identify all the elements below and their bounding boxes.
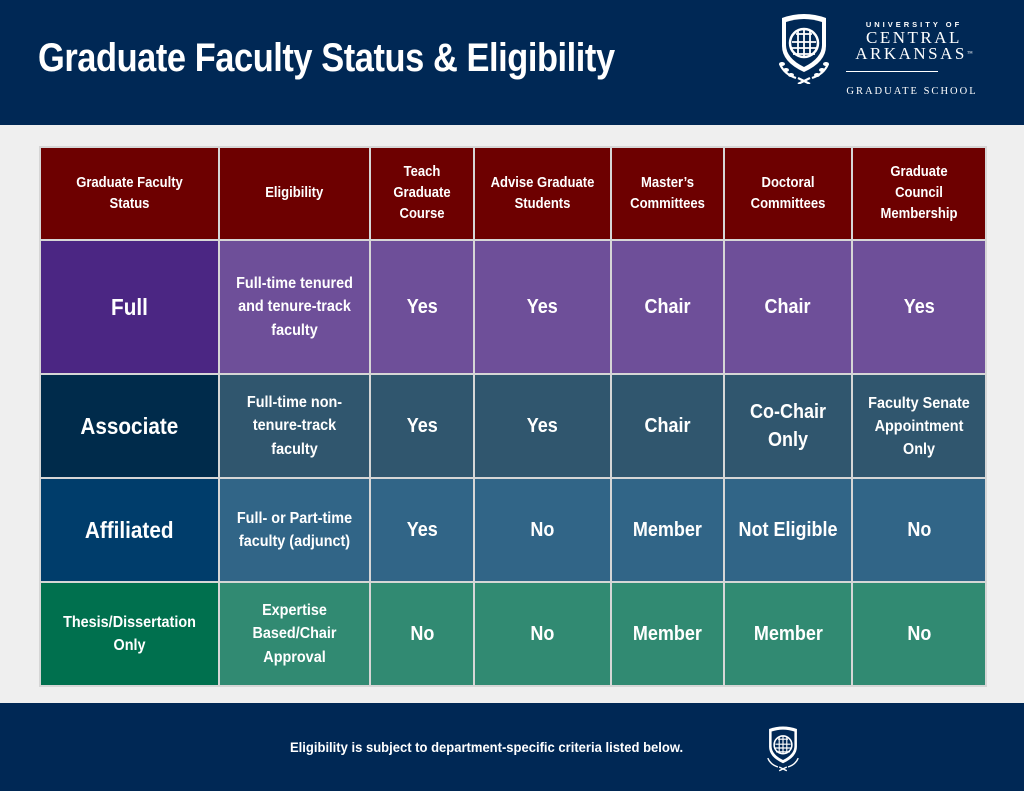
masters-value: Member xyxy=(632,519,703,541)
table-row-affiliated: Affiliated Full- or Part-time faculty (a… xyxy=(39,477,987,583)
eligibility-text: Full-time tenured and tenure-track facul… xyxy=(236,274,353,339)
status-cell: Affiliated xyxy=(39,477,220,583)
column-header-teach: Teach Graduate Course xyxy=(369,146,475,241)
column-header-eligibility: Eligibility xyxy=(218,146,371,241)
doctoral-value: Member xyxy=(753,623,823,645)
crest-icon xyxy=(778,14,830,84)
status-label: Full xyxy=(111,293,148,320)
eligibility-cell: Full- or Part-time faculty (adjunct) xyxy=(218,477,371,583)
doctoral-value: Not Eligible xyxy=(738,519,838,541)
masters-cell: Chair xyxy=(610,373,725,479)
advise-value: No xyxy=(530,623,555,645)
status-cell: Thesis/Dissertation Only xyxy=(39,581,220,687)
status-cell: Full xyxy=(39,239,220,375)
advise-value: Yes xyxy=(526,415,559,437)
logo-graduate-school: GRADUATE SCHOOL xyxy=(846,86,978,97)
teach-cell: Yes xyxy=(369,239,475,375)
university-logo: UNIVERSITY OF CENTRAL ARKANSAS™ GRADUATE… xyxy=(774,12,994,107)
header-banner: Graduate Faculty Status & Eligibility UN… xyxy=(0,0,1024,125)
teach-value: Yes xyxy=(406,296,438,318)
advise-cell: Yes xyxy=(473,373,612,479)
council-cell: Faculty Senate Appointment Only xyxy=(851,373,987,479)
teach-value: Yes xyxy=(406,519,438,541)
eligibility-text: Full-time non-tenure-track faculty xyxy=(246,393,343,458)
column-header-label: Eligibility xyxy=(265,185,324,201)
column-header-council: Graduate Council Membership xyxy=(851,146,987,241)
council-cell: No xyxy=(851,581,987,687)
council-value: No xyxy=(906,623,931,645)
column-header-label: Graduate Faculty Status xyxy=(76,174,183,212)
logo-university-of: UNIVERSITY OF xyxy=(865,20,963,29)
doctoral-cell: Not Eligible xyxy=(723,477,853,583)
eligibility-text: Full- or Part-time faculty (adjunct) xyxy=(236,509,353,551)
eligibility-note: Eligibility is subject to department-spe… xyxy=(290,739,684,755)
eligibility-text: Expertise Based/Chair Approval xyxy=(252,601,337,666)
logo-university-name: CENTRAL ARKANSAS™ xyxy=(844,28,984,63)
teach-cell: No xyxy=(369,581,475,687)
advise-cell: Yes xyxy=(473,239,612,375)
column-header-status: Graduate Faculty Status xyxy=(39,146,220,241)
teach-cell: Yes xyxy=(369,373,475,479)
eligibility-cell: Full-time non-tenure-track faculty xyxy=(218,373,371,479)
masters-cell: Member xyxy=(610,477,725,583)
table-row-thesis-dissertation: Thesis/Dissertation Only Expertise Based… xyxy=(39,581,987,687)
logo-central: CENTRAL xyxy=(866,28,962,47)
advise-cell: No xyxy=(473,581,612,687)
advise-value: No xyxy=(530,519,555,541)
council-value: Yes xyxy=(903,296,935,318)
status-label: Thesis/Dissertation Only xyxy=(63,614,196,654)
masters-value: Member xyxy=(632,623,703,645)
faculty-status-table: Graduate Faculty Status Eligibility Teac… xyxy=(39,146,987,687)
teach-cell: Yes xyxy=(369,477,475,583)
teach-value: No xyxy=(409,623,434,645)
council-cell: Yes xyxy=(851,239,987,375)
table-row-full: Full Full-time tenured and tenure-track … xyxy=(39,239,987,375)
column-header-label: Advise Graduate Students xyxy=(490,174,595,212)
status-label: Affiliated xyxy=(85,516,174,543)
status-label: Associate xyxy=(80,412,179,439)
logo-arkansas-text: ARKANSAS xyxy=(855,44,967,63)
column-header-label: Master’s Committees xyxy=(630,174,705,212)
logo-divider xyxy=(846,71,938,72)
eligibility-cell: Full-time tenured and tenure-track facul… xyxy=(218,239,371,375)
footer-banner: Eligibility is subject to department-spe… xyxy=(0,703,1024,791)
teach-value: Yes xyxy=(406,415,438,437)
logo-arkansas: ARKANSAS™ xyxy=(844,44,984,63)
trademark-mark: ™ xyxy=(966,51,973,57)
column-header-advise: Advise Graduate Students xyxy=(473,146,612,241)
council-cell: No xyxy=(851,477,987,583)
masters-cell: Member xyxy=(610,581,725,687)
council-value: No xyxy=(906,519,931,541)
advise-cell: No xyxy=(473,477,612,583)
column-header-label: Teach Graduate Course xyxy=(393,164,451,222)
table-row-associate: Associate Full-time non-tenure-track fac… xyxy=(39,373,987,479)
doctoral-cell: Chair xyxy=(723,239,853,375)
crest-icon xyxy=(767,726,799,772)
doctoral-value: Co-Chair Only xyxy=(749,401,826,451)
council-value: Faculty Senate Appointment Only xyxy=(868,394,970,458)
eligibility-cell: Expertise Based/Chair Approval xyxy=(218,581,371,687)
masters-cell: Chair xyxy=(610,239,725,375)
column-header-masters: Master’s Committees xyxy=(610,146,725,241)
column-header-doctoral: Doctoral Committees xyxy=(723,146,853,241)
masters-value: Chair xyxy=(644,296,691,318)
table-header-row: Graduate Faculty Status Eligibility Teac… xyxy=(39,146,987,241)
column-header-label: Doctoral Committees xyxy=(750,174,826,212)
masters-value: Chair xyxy=(644,415,691,437)
column-header-label: Graduate Council Membership xyxy=(880,164,958,222)
doctoral-value: Chair xyxy=(764,296,812,318)
advise-value: Yes xyxy=(526,296,559,318)
doctoral-cell: Member xyxy=(723,581,853,687)
status-cell: Associate xyxy=(39,373,220,479)
page-title: Graduate Faculty Status & Eligibility xyxy=(38,36,615,80)
doctoral-cell: Co-Chair Only xyxy=(723,373,853,479)
